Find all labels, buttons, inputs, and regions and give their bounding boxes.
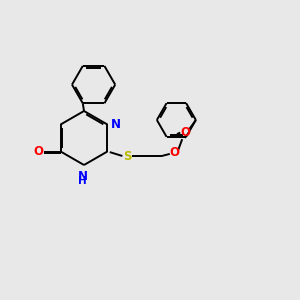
Text: N: N [111, 118, 121, 131]
Text: O: O [169, 146, 179, 159]
Text: S: S [123, 149, 131, 163]
Text: H: H [78, 176, 87, 186]
Text: O: O [180, 126, 190, 139]
Text: O: O [34, 145, 44, 158]
Text: N: N [77, 170, 88, 183]
